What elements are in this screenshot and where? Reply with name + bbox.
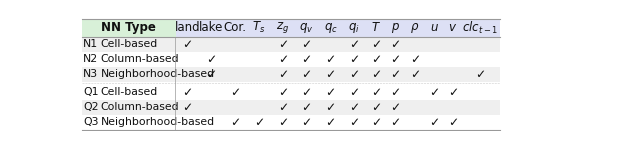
Text: Cell-based: Cell-based (101, 87, 158, 97)
Text: ✓: ✓ (390, 86, 401, 99)
Text: ✓: ✓ (278, 38, 288, 51)
Text: ✓: ✓ (325, 101, 335, 114)
Text: $v$: $v$ (449, 21, 458, 34)
Text: $clc_{t-1}$: $clc_{t-1}$ (462, 20, 499, 36)
Text: ✓: ✓ (390, 68, 401, 81)
Text: ✓: ✓ (301, 101, 312, 114)
Text: $p$: $p$ (391, 21, 400, 35)
Text: ✓: ✓ (390, 38, 401, 51)
Text: ✓: ✓ (278, 53, 288, 66)
Text: ✓: ✓ (254, 116, 264, 129)
FancyBboxPatch shape (176, 19, 500, 37)
FancyBboxPatch shape (83, 115, 500, 130)
Text: $u$: $u$ (429, 21, 438, 34)
Text: ✓: ✓ (182, 38, 193, 51)
Text: ✓: ✓ (182, 86, 193, 99)
FancyBboxPatch shape (83, 37, 500, 52)
Text: ✓: ✓ (349, 68, 360, 81)
Text: $q_v$: $q_v$ (300, 21, 314, 35)
Text: ✓: ✓ (349, 38, 360, 51)
Text: Q3: Q3 (83, 117, 99, 127)
Text: ✓: ✓ (448, 116, 458, 129)
Text: $q_c$: $q_c$ (324, 21, 337, 35)
Text: ✓: ✓ (301, 68, 312, 81)
Text: ✓: ✓ (390, 53, 401, 66)
Text: ✓: ✓ (325, 86, 335, 99)
Text: Cell-based: Cell-based (101, 39, 158, 49)
Text: $\rho$: $\rho$ (410, 21, 419, 35)
Text: ✓: ✓ (349, 53, 360, 66)
Text: ✓: ✓ (410, 53, 420, 66)
Text: ✓: ✓ (278, 101, 288, 114)
Text: ✓: ✓ (230, 116, 241, 129)
Text: Neighborhood-based: Neighborhood-based (101, 117, 215, 127)
Text: $q_i$: $q_i$ (348, 21, 360, 35)
Text: N1: N1 (83, 39, 98, 49)
Text: ✓: ✓ (325, 68, 335, 81)
Text: ✓: ✓ (390, 116, 401, 129)
Text: ✓: ✓ (301, 53, 312, 66)
Text: ✓: ✓ (349, 101, 360, 114)
Text: Column-based: Column-based (101, 54, 179, 64)
Text: ✓: ✓ (278, 68, 288, 81)
Text: ✓: ✓ (182, 101, 193, 114)
Text: ✓: ✓ (410, 68, 420, 81)
Text: Neighborhood-based: Neighborhood-based (101, 69, 215, 79)
Text: ✓: ✓ (206, 68, 216, 81)
Text: N3: N3 (83, 69, 98, 79)
Text: ✓: ✓ (371, 86, 381, 99)
Text: NN Type: NN Type (101, 21, 156, 34)
Text: land: land (175, 21, 200, 34)
Text: Cor.: Cor. (224, 21, 247, 34)
Text: ✓: ✓ (278, 86, 288, 99)
Text: $T_s$: $T_s$ (252, 20, 266, 35)
Text: $T$: $T$ (371, 21, 381, 34)
Text: ✓: ✓ (448, 86, 458, 99)
Text: ✓: ✓ (301, 116, 312, 129)
Text: ✓: ✓ (325, 116, 335, 129)
Text: ✓: ✓ (371, 68, 381, 81)
Text: ✓: ✓ (325, 53, 335, 66)
Text: ✓: ✓ (371, 38, 381, 51)
Text: ✓: ✓ (371, 101, 381, 114)
FancyBboxPatch shape (83, 52, 500, 67)
Text: ✓: ✓ (475, 68, 485, 81)
Text: ✓: ✓ (429, 116, 439, 129)
FancyBboxPatch shape (83, 85, 500, 100)
Text: ✓: ✓ (390, 101, 401, 114)
Text: ✓: ✓ (371, 116, 381, 129)
Text: ✓: ✓ (301, 86, 312, 99)
Text: Column-based: Column-based (101, 102, 179, 112)
Text: ✓: ✓ (349, 86, 360, 99)
Text: ✓: ✓ (349, 116, 360, 129)
FancyBboxPatch shape (83, 67, 500, 81)
Text: Q2: Q2 (83, 102, 99, 112)
Text: ✓: ✓ (301, 38, 312, 51)
Text: lake: lake (199, 21, 223, 34)
Text: ✓: ✓ (278, 116, 288, 129)
Text: ✓: ✓ (206, 53, 216, 66)
FancyBboxPatch shape (83, 100, 500, 115)
Text: $z_g$: $z_g$ (276, 20, 289, 35)
FancyBboxPatch shape (83, 19, 176, 37)
Text: ✓: ✓ (371, 53, 381, 66)
Text: ✓: ✓ (429, 86, 439, 99)
Text: Q1: Q1 (83, 87, 99, 97)
Text: ✓: ✓ (230, 86, 241, 99)
Text: N2: N2 (83, 54, 98, 64)
